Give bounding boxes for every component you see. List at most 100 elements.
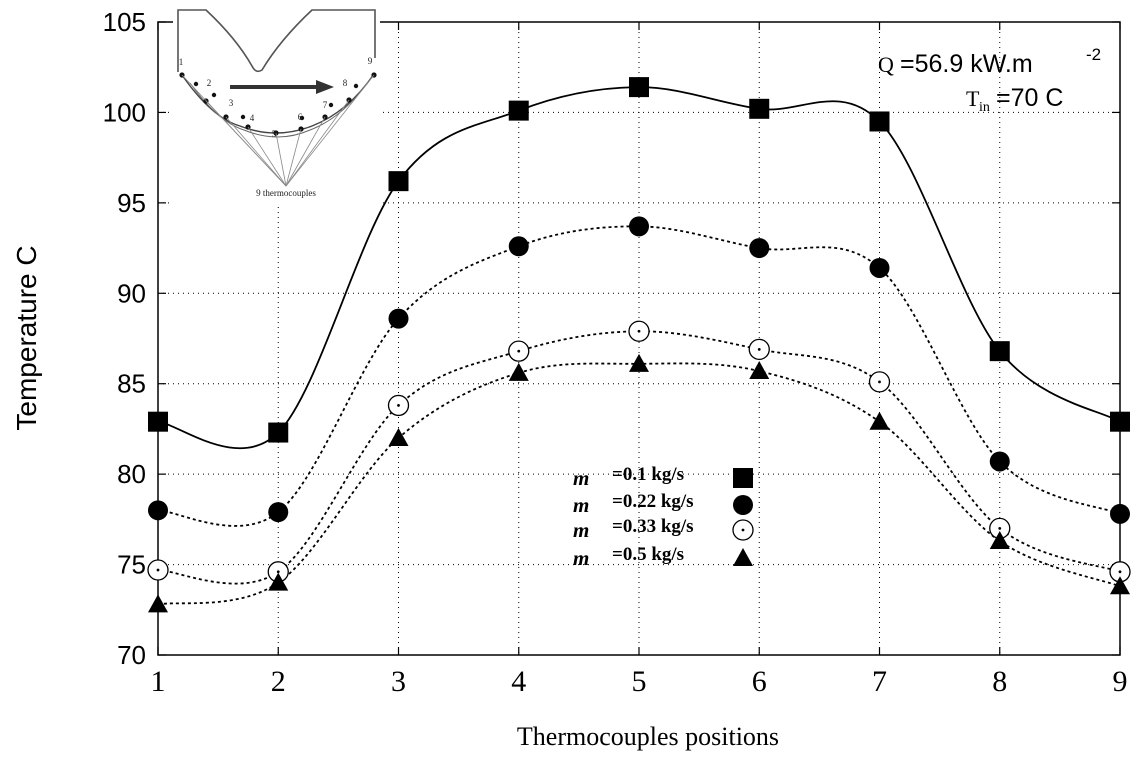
y-tick-label: 80 [117,459,146,489]
series-4-point-6 [749,361,770,380]
legend-marker-3 [732,519,754,541]
series-2-point-3 [388,308,409,329]
inset-thermocouple-dot [211,92,217,98]
inset-thermocouple-dot [299,115,305,121]
inset-wire [285,116,326,187]
series-2-point-1 [148,500,168,521]
legend-marker-2 [733,495,753,515]
series-2-point-7 [869,257,890,278]
series-4-point-2 [268,572,289,591]
inset-number: 4 [250,113,255,123]
inset-position-numbers: 1 2 3 4 5 6 7 8 9 [179,56,373,139]
inset-number: 9 [368,56,373,66]
y-axis-title: Temperature C [11,245,42,430]
series-2-point-5 [629,216,649,237]
conditions-annotation: Q =56.9 kW.m -2 T in =70 C [878,45,1101,115]
y-tick-label: 70 [117,640,146,670]
x-tick-label: 2 [271,665,286,698]
x-axis-title: Thermocouples positions [517,722,779,751]
series-3-point-3 [387,394,410,417]
series-4-point-1 [148,594,168,613]
legend-marker-1 [733,468,753,488]
series-2-point-8 [989,451,1010,472]
inset-wire [205,100,287,187]
series-1-point-9 [1110,411,1130,432]
series-3-point-1 [147,559,169,581]
legend-m-symbol: m [573,466,589,490]
series-2-point-6 [749,238,770,259]
inset-number: 1 [179,57,184,67]
series-1-point-2 [268,422,289,443]
series-1-point-6 [749,98,770,119]
series-4-point-7 [869,411,890,430]
inset-channel-outline [177,9,376,73]
series-1-point-8 [989,341,1010,362]
legend-m-symbol: m [573,546,589,570]
legend-label-4: =0.5 kg/s [612,544,684,565]
inset-number: 6 [298,112,303,122]
inset-number: 2 [207,78,212,88]
inset-wire [285,99,350,187]
legend-label-2: =0.22 kg/s [612,491,694,512]
series-2-point-2 [268,502,289,523]
inset-flow-arrowhead-icon [316,80,334,94]
series-4-point-4 [508,362,529,381]
inset-thermocouple-dot [328,102,334,108]
series-4-point-3 [388,427,409,446]
series-2-point-4 [508,236,529,257]
inset-wire [285,74,375,187]
x-tick-label: 1 [151,665,166,698]
series-1-point-5 [629,77,649,98]
inset-wire [275,132,287,187]
inset-number: 8 [343,78,348,88]
q-symbol: Q [878,52,894,77]
x-tick-label: 4 [511,665,526,698]
legend: m =0.1 kg/s m =0.22 kg/s m =0.33 kg/s m =0.5 kg… [573,464,754,570]
series-1-point-1 [148,411,168,432]
inset-wire [285,128,302,187]
legend-label-3: =0.33 kg/s [612,516,694,537]
y-tick-label: 85 [117,369,146,399]
legend-m-symbol: m [573,518,589,542]
inset-thermocouple-dot [193,81,199,87]
series-2-point-9 [1110,503,1130,524]
x-tick-label: 7 [872,665,887,698]
y-tick-label: 90 [117,278,146,308]
inset-thermocouple-wires [181,74,375,187]
series-3-point-6 [748,338,770,361]
inset-thermocouple-dot [240,114,246,120]
inset-wire [247,126,287,187]
inset-number: 7 [323,100,328,110]
x-tick-label: 3 [391,665,406,698]
series-3-point-4 [508,340,530,362]
legend-m-symbol: m [573,493,589,517]
series-3-point-7 [868,371,891,393]
inset-schematic: 1 2 3 4 5 6 7 8 9 9 thermocouples [173,5,380,205]
q-value: =56.9 kW.m [900,50,1033,78]
x-tick-label: 6 [752,665,767,698]
t-symbol: T [966,86,980,111]
x-tick-label: 9 [1113,665,1128,698]
legend-marker-4 [733,548,753,566]
series-1-point-3 [388,171,409,192]
legend-label-1: =0.1 kg/s [612,464,684,485]
data-markers [147,77,1131,613]
x-tick-label: 8 [992,665,1007,698]
t-value: =70 C [996,84,1063,112]
y-tick-label: 95 [117,188,146,218]
t-subscript: in [979,100,990,115]
series-1-point-4 [508,100,529,121]
series-1-point-7 [869,111,890,132]
series-4-point-5 [629,353,649,372]
inset-caption: 9 thermocouples [256,188,316,198]
y-tick-label: 105 [103,7,146,37]
y-tick-label: 75 [117,550,146,580]
x-tick-label: 5 [632,665,647,698]
series-4-point-8 [989,531,1010,550]
q-exponent: -2 [1086,45,1101,64]
inset-number: 5 [272,129,277,139]
inset-number: 3 [229,98,234,108]
inset-thermocouple-dot [353,83,359,89]
